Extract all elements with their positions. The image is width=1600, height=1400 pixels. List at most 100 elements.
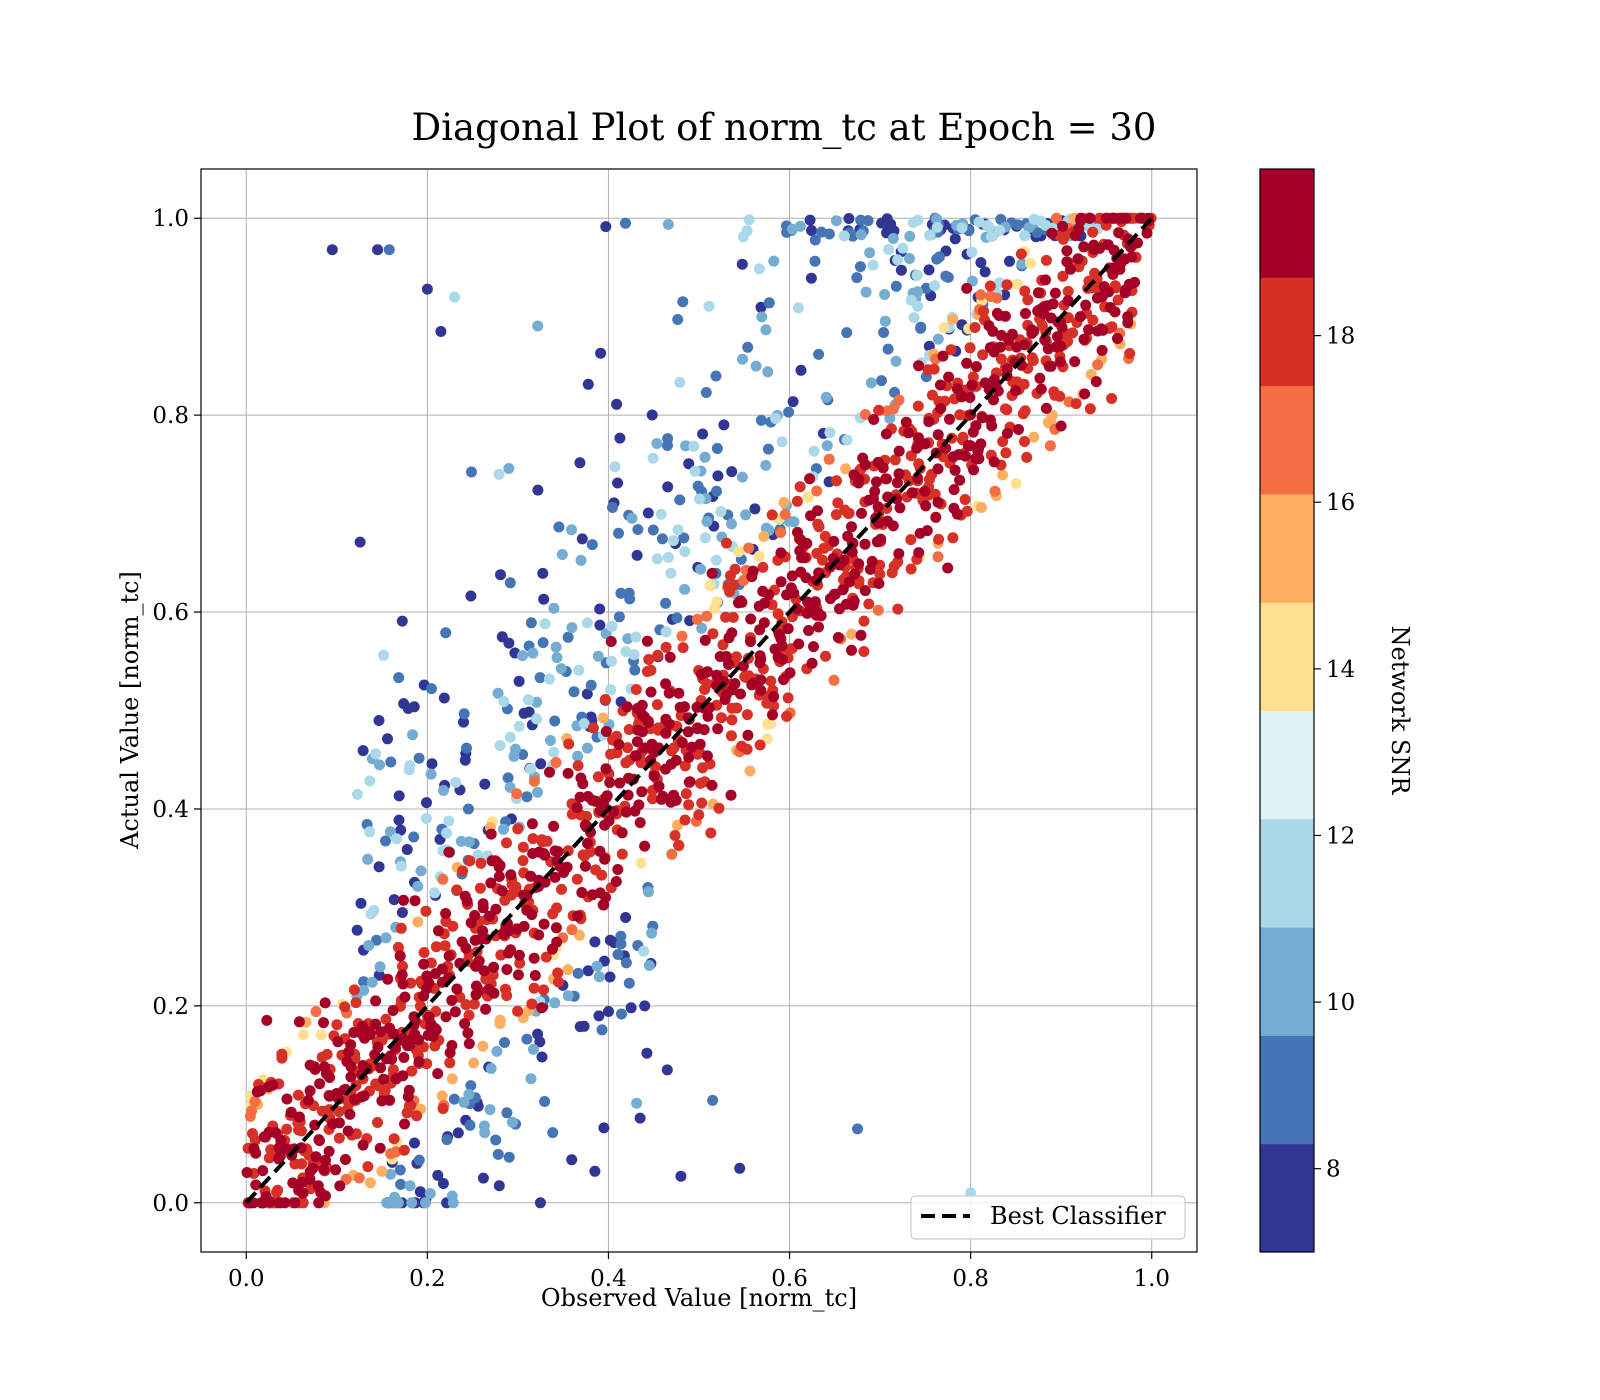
scatter-point	[721, 537, 732, 549]
scatter-point	[396, 615, 408, 627]
scatter-point	[686, 741, 698, 753]
scatter-point	[945, 344, 957, 356]
scatter-point	[932, 496, 944, 508]
scatter-point	[425, 768, 437, 780]
scatter-point	[394, 1164, 406, 1176]
scatter-point	[987, 325, 999, 337]
scatter-point	[493, 468, 505, 480]
scatter-point	[373, 715, 385, 726]
scatter-point	[496, 885, 508, 897]
scatter-point	[383, 244, 395, 256]
scatter-point	[673, 687, 685, 699]
scatter-point	[473, 956, 485, 967]
scatter-point	[775, 576, 787, 588]
scatter-point	[1122, 311, 1134, 323]
scatter-point	[572, 910, 584, 922]
scatter-point	[362, 1161, 374, 1173]
scatter-point	[553, 976, 564, 988]
scatter-point	[639, 1000, 651, 1012]
scatter-point	[938, 322, 950, 334]
scatter-point	[485, 1063, 497, 1074]
scatter-point	[438, 785, 449, 796]
scatter-point	[614, 432, 626, 444]
scatter-point	[920, 500, 932, 512]
scatter-point	[890, 355, 902, 367]
scatter-point	[388, 1133, 400, 1145]
scatter-point	[1075, 215, 1087, 227]
scatter-point	[803, 625, 815, 636]
scatter-point	[339, 1001, 351, 1013]
scatter-point	[832, 497, 844, 509]
scatter-point	[781, 710, 793, 722]
scatter-point	[354, 536, 366, 548]
scatter-point	[568, 686, 580, 698]
scatter-point	[873, 578, 885, 589]
scatter-point	[441, 827, 452, 839]
scatter-point	[371, 934, 383, 946]
scatter-point	[765, 675, 777, 687]
scatter-point	[959, 494, 971, 505]
scatter-point	[415, 865, 427, 877]
scatter-point	[1042, 300, 1054, 312]
scatter-point	[330, 1164, 342, 1176]
scatter-point	[932, 429, 944, 441]
scatter-point	[448, 1093, 460, 1105]
scatter-point	[883, 244, 895, 255]
scatter-point	[420, 813, 432, 824]
scatter-point	[582, 965, 594, 977]
scatter-point	[548, 602, 560, 614]
colorbar-tick-label: 8	[1326, 1157, 1341, 1183]
scatter-point	[1001, 427, 1013, 439]
scatter-point	[856, 507, 867, 519]
scatter-point	[472, 849, 484, 861]
scatter-point	[409, 1028, 421, 1040]
scatter-point	[506, 1116, 518, 1128]
scatter-point	[440, 916, 452, 927]
scatter-point	[304, 1059, 316, 1071]
scatter-point	[871, 476, 882, 488]
scatter-point	[745, 636, 756, 647]
scatter-point	[465, 1080, 477, 1092]
scatter-point	[556, 549, 568, 560]
scatter-point	[794, 545, 806, 557]
scatter-point	[571, 802, 583, 813]
scatter-point	[1124, 348, 1136, 359]
scatter-point	[1094, 242, 1106, 254]
scatter-point	[458, 708, 470, 720]
scatter-point	[943, 371, 955, 383]
scatter-point	[746, 679, 758, 691]
scatter-point	[504, 731, 516, 743]
scatter-point	[501, 837, 512, 849]
scatter-point	[358, 984, 370, 996]
scatter-point	[343, 1046, 355, 1058]
scatter-point	[997, 436, 1009, 447]
scatter-point	[638, 945, 650, 957]
scatter-point	[315, 1187, 327, 1199]
scatter-point	[363, 940, 375, 951]
scatter-point	[872, 501, 884, 513]
scatter-point	[820, 650, 831, 662]
scatter-point	[874, 568, 886, 580]
scatter-point	[315, 1029, 327, 1041]
scatter-point	[816, 226, 827, 238]
scatter-point	[472, 1100, 484, 1112]
scatter-point	[462, 803, 474, 815]
scatter-point	[768, 255, 780, 267]
scatter-point	[757, 585, 769, 597]
scatter-point	[734, 1162, 746, 1174]
scatter-point	[613, 738, 625, 750]
scatter-point	[666, 745, 678, 757]
scatter-point	[823, 453, 835, 465]
scatter-point	[509, 743, 521, 755]
scatter-point	[532, 484, 544, 496]
scatter-point	[488, 961, 500, 973]
scatter-point	[398, 894, 409, 906]
scatter-point	[948, 502, 960, 514]
scatter-point	[985, 231, 997, 242]
scatter-point	[374, 961, 386, 973]
scatter-point	[598, 1122, 610, 1134]
scatter-point	[670, 754, 682, 766]
scatter-point	[353, 1172, 365, 1184]
scatter-point	[881, 473, 892, 485]
scatter-point	[810, 609, 822, 621]
